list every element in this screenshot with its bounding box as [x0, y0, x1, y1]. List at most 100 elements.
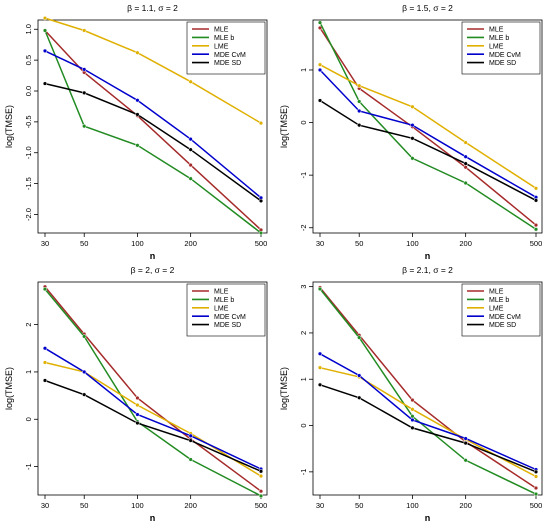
y-tick-label: 1 [299, 68, 308, 72]
data-point [258, 473, 264, 479]
legend-entry: MDE SD [214, 322, 241, 329]
x-tick-label: 30 [316, 501, 324, 510]
plot-frame [37, 281, 268, 496]
x-tick-label: 200 [184, 501, 197, 510]
data-point [42, 15, 48, 21]
legend-entry: MDE SD [489, 322, 516, 329]
legend-entry: MLE [489, 289, 504, 296]
x-tick-label: 500 [530, 239, 543, 248]
x-axis-label: n [425, 513, 431, 523]
data-point [82, 334, 87, 339]
legend-entry: MDE SD [489, 60, 516, 67]
data-point [533, 491, 539, 497]
panel-title: β = 1.5, σ = 2 [402, 3, 453, 13]
panel-title: β = 2, σ = 2 [131, 265, 175, 275]
data-point [42, 28, 48, 33]
data-point [410, 417, 415, 423]
data-point [135, 50, 140, 55]
data-point [463, 140, 468, 145]
x-tick-label: 200 [184, 239, 197, 248]
data-point [317, 67, 323, 73]
data-point [357, 99, 362, 104]
data-point [317, 20, 323, 25]
legend-entry: MLE b [489, 35, 509, 42]
data-point [188, 162, 193, 168]
data-point [258, 120, 264, 126]
data-point [317, 98, 323, 103]
data-point [258, 230, 264, 236]
data-point [258, 198, 264, 204]
data-point [463, 180, 468, 186]
data-point [410, 397, 415, 403]
data-point [317, 382, 323, 387]
x-tick-label: 200 [459, 239, 472, 248]
series-line [319, 99, 537, 202]
data-point [410, 425, 415, 431]
data-point [188, 137, 193, 142]
legend-box [461, 21, 541, 75]
x-tick-label: 100 [406, 501, 419, 510]
plot-frame [312, 19, 543, 234]
data-point [533, 198, 539, 203]
data-point [463, 161, 468, 166]
data-point [42, 360, 48, 365]
legend-entry: MLE [489, 27, 504, 34]
data-point [258, 489, 264, 494]
data-point [135, 402, 140, 408]
x-tick-label: 50 [80, 501, 88, 510]
series-line [44, 379, 262, 472]
plot-frame [312, 281, 543, 496]
data-point [410, 123, 415, 128]
data-point [188, 457, 193, 462]
data-point [42, 378, 48, 383]
y-tick-label: 0 [299, 423, 308, 427]
data-point [135, 412, 140, 417]
x-tick-label: 30 [41, 501, 49, 510]
y-tick-label: 1 [24, 370, 33, 374]
panel-2: β = 1.5, σ = 2 30 50 100 200 500 1 0 -1 -2 n log(TM… [279, 3, 543, 261]
x-tick-label: 100 [406, 239, 419, 248]
data-point [357, 83, 362, 88]
legend-entry: MDE CvM [214, 314, 246, 321]
y-tick-label: 1.0 [24, 24, 33, 34]
data-point [317, 286, 323, 292]
legend-entry: MLE b [214, 35, 234, 42]
y-axis-label: log(TMSE) [279, 105, 289, 148]
y-axis-label: log(TMSE) [4, 367, 14, 410]
legend-box [461, 283, 541, 337]
y-axis-label: log(TMSE) [279, 367, 289, 410]
data-point [463, 458, 468, 463]
data-point [357, 123, 362, 128]
legend-entry: LME [489, 305, 504, 312]
legend-entry: MLE b [214, 297, 234, 304]
y-tick-label: -1 [299, 172, 308, 179]
data-point [258, 493, 264, 499]
data-point [188, 147, 193, 152]
data-point [317, 365, 323, 370]
x-axis-label: n [150, 251, 156, 261]
data-point [82, 67, 87, 72]
y-tick-label: 0 [24, 417, 33, 421]
series-line [319, 64, 537, 189]
data-point [188, 438, 193, 443]
x-tick-label: 500 [530, 501, 543, 510]
data-point [317, 351, 323, 356]
data-point [357, 395, 362, 400]
data-point [258, 469, 264, 474]
y-tick-label: -1 [24, 463, 33, 470]
data-point [410, 407, 415, 412]
data-point [317, 62, 323, 67]
data-point [82, 90, 87, 96]
y-tick-label: -0.5 [24, 115, 33, 128]
data-point [135, 98, 140, 103]
data-point [188, 79, 193, 84]
data-point [410, 156, 415, 161]
y-tick-label: -1.5 [24, 177, 33, 190]
data-point [410, 414, 415, 419]
x-tick-label: 50 [355, 501, 363, 510]
data-point [410, 104, 415, 109]
